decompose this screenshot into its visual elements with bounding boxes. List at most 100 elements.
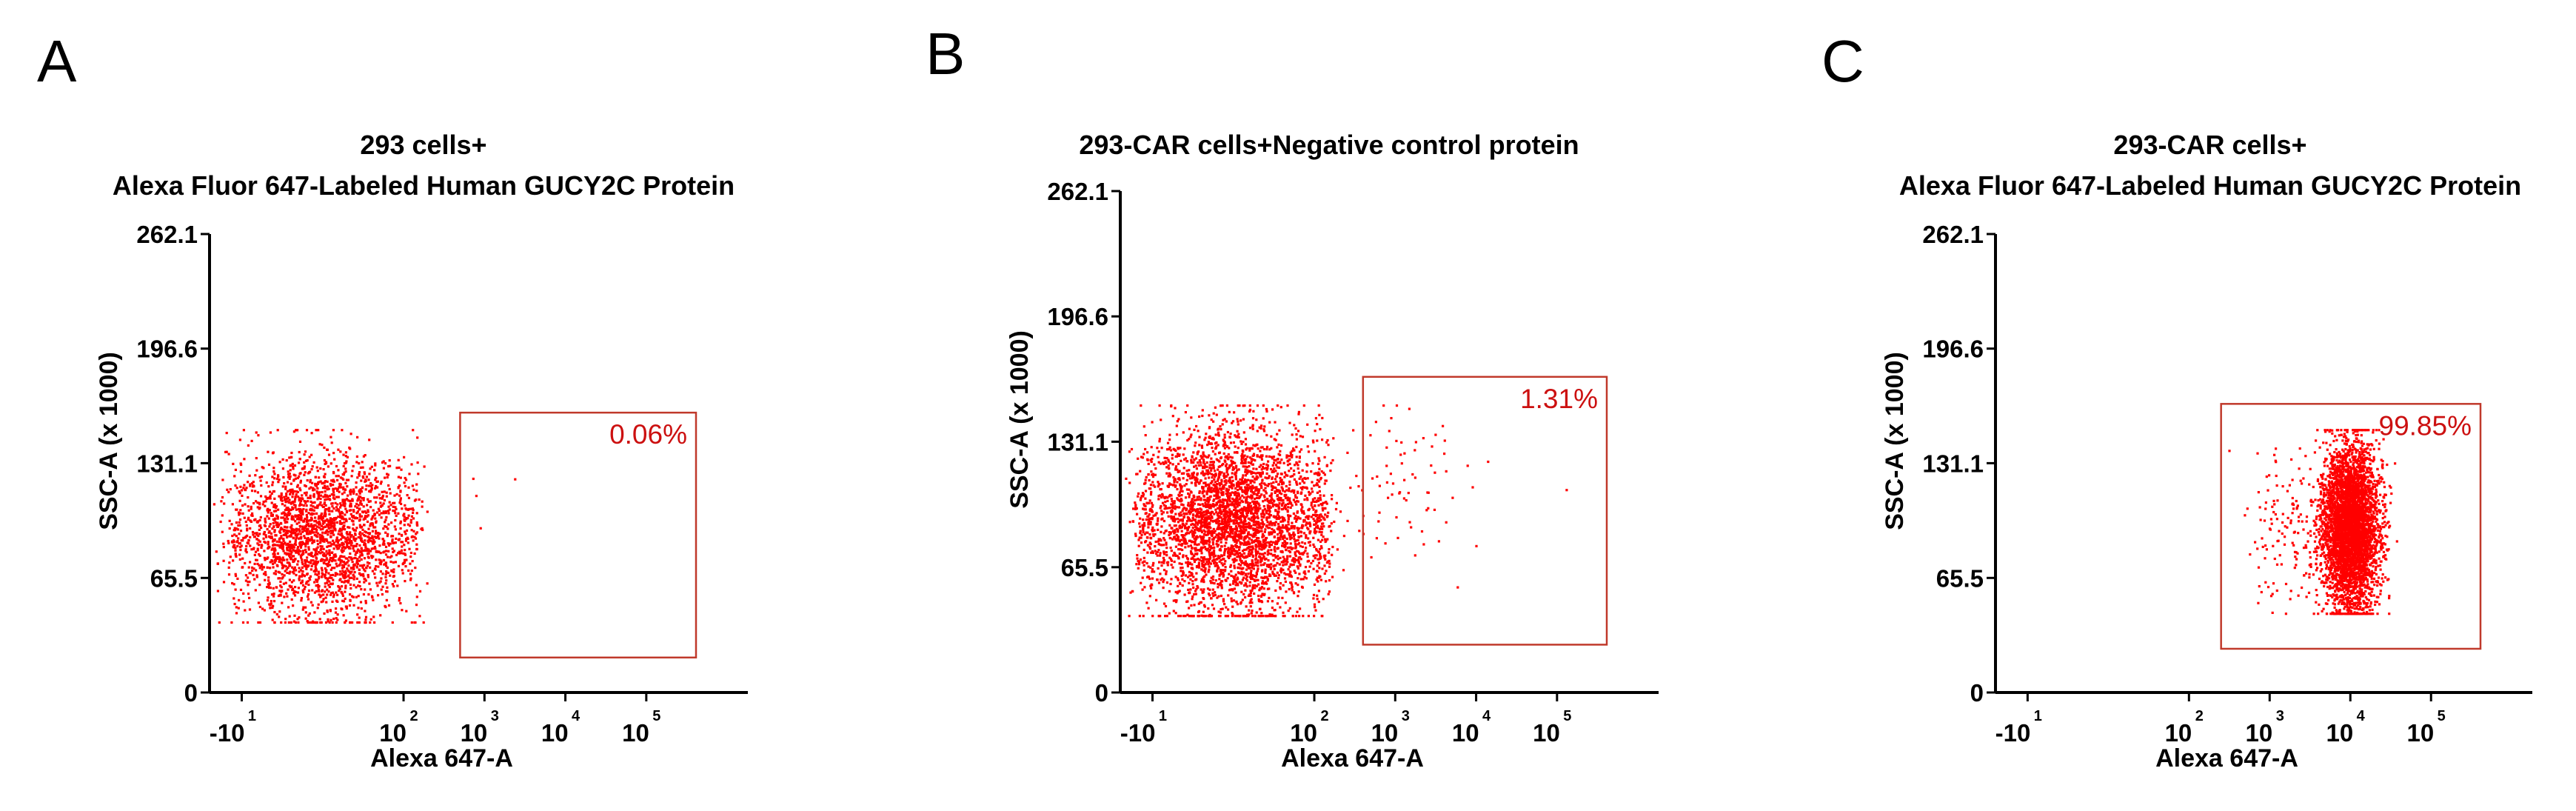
event-point xyxy=(1154,540,1157,544)
event-point xyxy=(1194,548,1197,552)
event-point xyxy=(404,549,407,552)
event-point xyxy=(258,533,261,535)
event-point xyxy=(1251,575,1254,578)
event-point xyxy=(395,493,398,495)
event-point xyxy=(348,509,351,512)
event-point xyxy=(1209,481,1212,485)
event-point xyxy=(291,589,294,592)
event-point xyxy=(228,519,231,522)
event-point xyxy=(1229,588,1232,591)
event-point xyxy=(264,570,267,574)
event-point xyxy=(267,485,270,488)
event-point xyxy=(1298,460,1301,463)
event-point xyxy=(1240,515,1244,518)
event-point xyxy=(1311,498,1314,501)
event-point xyxy=(330,543,333,546)
event-point xyxy=(257,544,261,547)
event-point xyxy=(290,581,293,584)
event-point xyxy=(1194,521,1197,524)
event-point xyxy=(269,587,272,590)
event-point xyxy=(384,511,387,515)
event-point xyxy=(339,558,342,561)
event-point xyxy=(1251,547,1254,550)
event-point xyxy=(335,521,338,524)
event-point xyxy=(412,517,415,520)
event-point xyxy=(1169,558,1173,561)
event-point xyxy=(334,574,337,577)
event-point xyxy=(384,575,387,578)
event-point xyxy=(1318,459,1321,462)
event-point xyxy=(319,538,322,541)
event-point xyxy=(1188,532,1191,535)
event-point xyxy=(1224,460,1227,463)
event-point xyxy=(1249,481,1252,484)
event-point xyxy=(307,496,310,499)
event-point xyxy=(238,513,241,516)
event-point xyxy=(306,620,309,623)
event-point xyxy=(352,567,355,571)
event-point xyxy=(1296,565,1299,568)
event-point xyxy=(1168,533,1171,536)
event-point xyxy=(314,621,318,624)
event-point xyxy=(266,566,269,569)
event-point xyxy=(1202,558,1205,561)
event-point xyxy=(332,507,335,510)
event-point xyxy=(392,541,395,544)
event-point xyxy=(371,530,374,533)
event-point xyxy=(360,490,363,493)
event-point xyxy=(338,510,341,513)
event-point xyxy=(304,551,308,554)
event-point xyxy=(303,529,306,533)
event-point xyxy=(226,488,229,491)
event-point xyxy=(343,555,346,558)
event-point xyxy=(1228,481,1231,484)
event-point xyxy=(393,580,396,583)
event-point xyxy=(1223,418,1226,421)
event-point xyxy=(261,503,264,506)
event-point xyxy=(364,539,367,542)
event-point xyxy=(230,540,233,543)
event-point xyxy=(325,538,328,541)
event-point xyxy=(1299,578,1302,581)
event-point xyxy=(1210,418,1213,421)
event-point xyxy=(406,494,409,497)
event-point xyxy=(295,530,298,533)
event-point xyxy=(318,585,321,588)
event-point xyxy=(221,530,224,533)
event-point xyxy=(309,508,312,511)
event-point xyxy=(316,584,320,587)
event-point xyxy=(283,512,286,515)
event-point xyxy=(415,543,418,546)
event-point xyxy=(379,482,382,485)
event-point xyxy=(1204,481,1207,484)
event-point xyxy=(1268,455,1271,458)
event-point xyxy=(375,530,378,533)
event-point xyxy=(1184,540,1187,543)
event-point xyxy=(387,542,389,545)
event-point xyxy=(1166,496,1169,499)
event-point xyxy=(1174,467,1177,470)
event-point xyxy=(1194,481,1197,484)
event-point xyxy=(1231,519,1234,522)
event-point xyxy=(1149,584,1152,587)
event-point xyxy=(298,616,301,619)
event-point xyxy=(258,621,262,624)
event-point xyxy=(1169,547,1172,550)
event-point xyxy=(355,595,358,598)
event-point xyxy=(339,450,342,453)
event-point xyxy=(281,556,284,559)
event-point xyxy=(1202,510,1205,514)
event-point xyxy=(1251,475,1254,478)
event-point xyxy=(1238,504,1241,507)
event-point xyxy=(359,499,362,502)
event-point xyxy=(255,575,258,578)
event-point xyxy=(324,484,327,487)
event-point xyxy=(1199,549,1202,552)
event-point xyxy=(361,497,364,500)
event-point xyxy=(1231,530,1234,533)
event-point xyxy=(1233,411,1236,414)
event-point xyxy=(1243,458,1246,461)
event-point xyxy=(311,527,314,530)
event-point xyxy=(248,608,252,611)
event-point xyxy=(1317,480,1321,483)
